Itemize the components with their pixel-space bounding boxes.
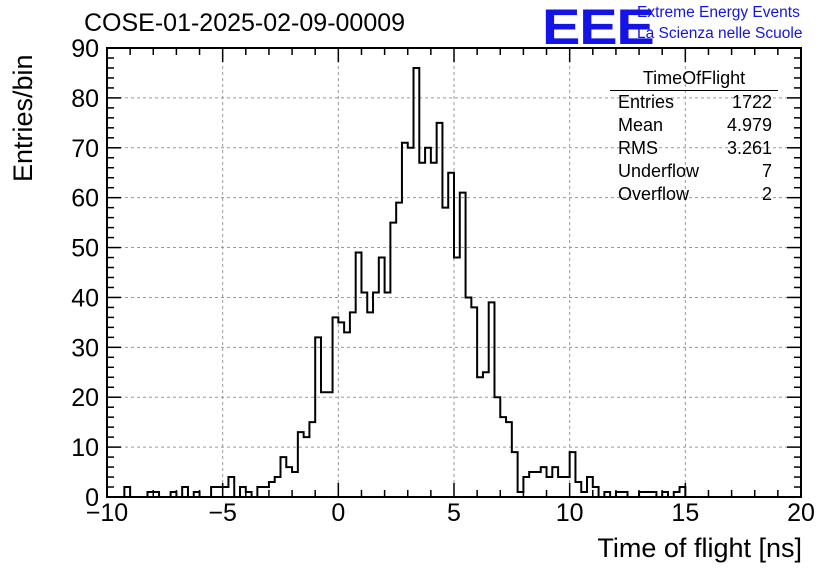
y-tick-label: 0 (85, 484, 99, 512)
y-tick-label: 70 (71, 135, 99, 163)
histogram-step-line (107, 66, 801, 498)
y-axis-label: Entries/bin (8, 54, 38, 182)
stats-value: 1722 (731, 92, 772, 112)
stats-value: 4.979 (726, 115, 772, 135)
stats-row-mean: Mean 4.979 (610, 114, 778, 137)
stats-value: 3.261 (726, 138, 772, 158)
stats-label: Overflow (618, 184, 690, 204)
grid-lines (107, 48, 801, 497)
y-tick-labels: 0 10 20 30 40 50 60 70 80 90 (71, 35, 99, 512)
stats-row-rms: RMS 3.261 (610, 137, 778, 160)
eee-logo: EEE (542, 0, 655, 55)
x-axis-label: Time of flight [ns] (597, 533, 802, 563)
logo-text-line2: La Scienza nelle Scuole (637, 25, 803, 42)
stats-value: 7 (761, 161, 772, 181)
logo-text-line1: Extreme Energy Events (637, 4, 800, 21)
stats-box: TimeOfFlight Entries 1722 Mean 4.979 RMS… (610, 66, 778, 206)
plot-frame (106, 47, 802, 498)
y-tick-label: 30 (71, 334, 99, 362)
y-tick-label: 40 (71, 284, 99, 312)
stats-title: TimeOfFlight (610, 66, 778, 91)
x-tick-label: 5 (447, 499, 461, 527)
y-tick-label: 20 (71, 384, 99, 412)
stats-label: Entries (618, 92, 675, 112)
x-tick-label: −10 (86, 499, 128, 527)
x-tick-label: 0 (331, 499, 345, 527)
stats-value: 2 (761, 184, 772, 204)
x-tick-label: 10 (556, 499, 584, 527)
chart-title: COSE-01-2025-02-09-00009 (84, 9, 406, 37)
x-tick-label: 15 (671, 499, 699, 527)
stats-row-entries: Entries 1722 (610, 91, 778, 114)
stats-label: RMS (618, 138, 658, 158)
y-tick-label: 60 (71, 185, 99, 213)
x-tick-label: −5 (208, 499, 237, 527)
y-tick-label: 10 (71, 434, 99, 462)
stats-row-overflow: Overflow 2 (610, 183, 778, 206)
stats-label: Underflow (618, 161, 700, 181)
y-tick-label: 90 (71, 35, 99, 63)
y-tick-label: 50 (71, 235, 99, 263)
x-tick-labels: −10 −5 0 5 10 15 20 (86, 499, 815, 527)
stats-label: Mean (618, 115, 664, 135)
y-tick-label: 80 (71, 85, 99, 113)
stats-row-underflow: Underflow 7 (610, 160, 778, 183)
x-tick-label: 20 (787, 499, 815, 527)
